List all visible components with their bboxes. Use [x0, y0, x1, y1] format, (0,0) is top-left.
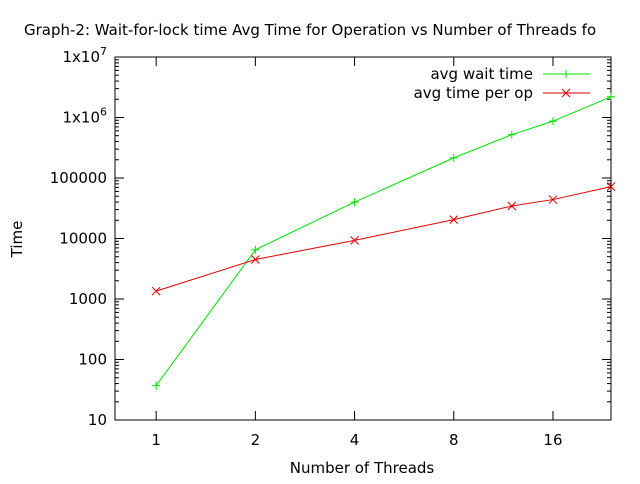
y-tick-label: 10000 [59, 230, 107, 248]
y-axis-label: Time [8, 221, 26, 259]
data-point [548, 117, 557, 126]
data-point [607, 92, 615, 101]
x-tick-label: 2 [251, 431, 261, 449]
y-tick-label: 100 [78, 351, 107, 369]
y-tick-label: 100000 [50, 169, 107, 187]
legend-label: avg time per op [414, 84, 533, 102]
legend-marker [562, 70, 570, 78]
x-axis-label: Number of Threads [290, 459, 435, 477]
plot-area: 1 2 4 8 16 10 100 1000 10000 100000 1x106 1x107 [50, 45, 616, 449]
x-tick-label: 4 [350, 431, 360, 449]
legend-marker [561, 88, 571, 98]
data-point [548, 195, 558, 204]
data-point [251, 245, 260, 254]
y-tick-label: 1x107 [62, 45, 107, 66]
y-tick-label: 10 [88, 411, 107, 429]
data-point [350, 198, 359, 207]
y-tick-label: 1x106 [62, 106, 107, 127]
data-point [507, 201, 517, 211]
data-point [507, 130, 516, 139]
data-point [449, 153, 458, 162]
y-tick-label: 1000 [69, 290, 107, 308]
series-layer [151, 92, 616, 390]
data-point [251, 255, 260, 264]
data-point [152, 381, 161, 390]
data-point [606, 182, 616, 191]
data-point [151, 286, 161, 296]
x-tick-label: 8 [449, 431, 459, 449]
chart-title: Graph-2: Wait-for-lock time Avg Time for… [24, 21, 596, 39]
data-point [449, 215, 459, 224]
x-tick-label: 1 [151, 431, 161, 449]
x-tick-label: 16 [543, 431, 562, 449]
data-point [350, 236, 359, 245]
legend-label: avg wait time [430, 65, 533, 83]
